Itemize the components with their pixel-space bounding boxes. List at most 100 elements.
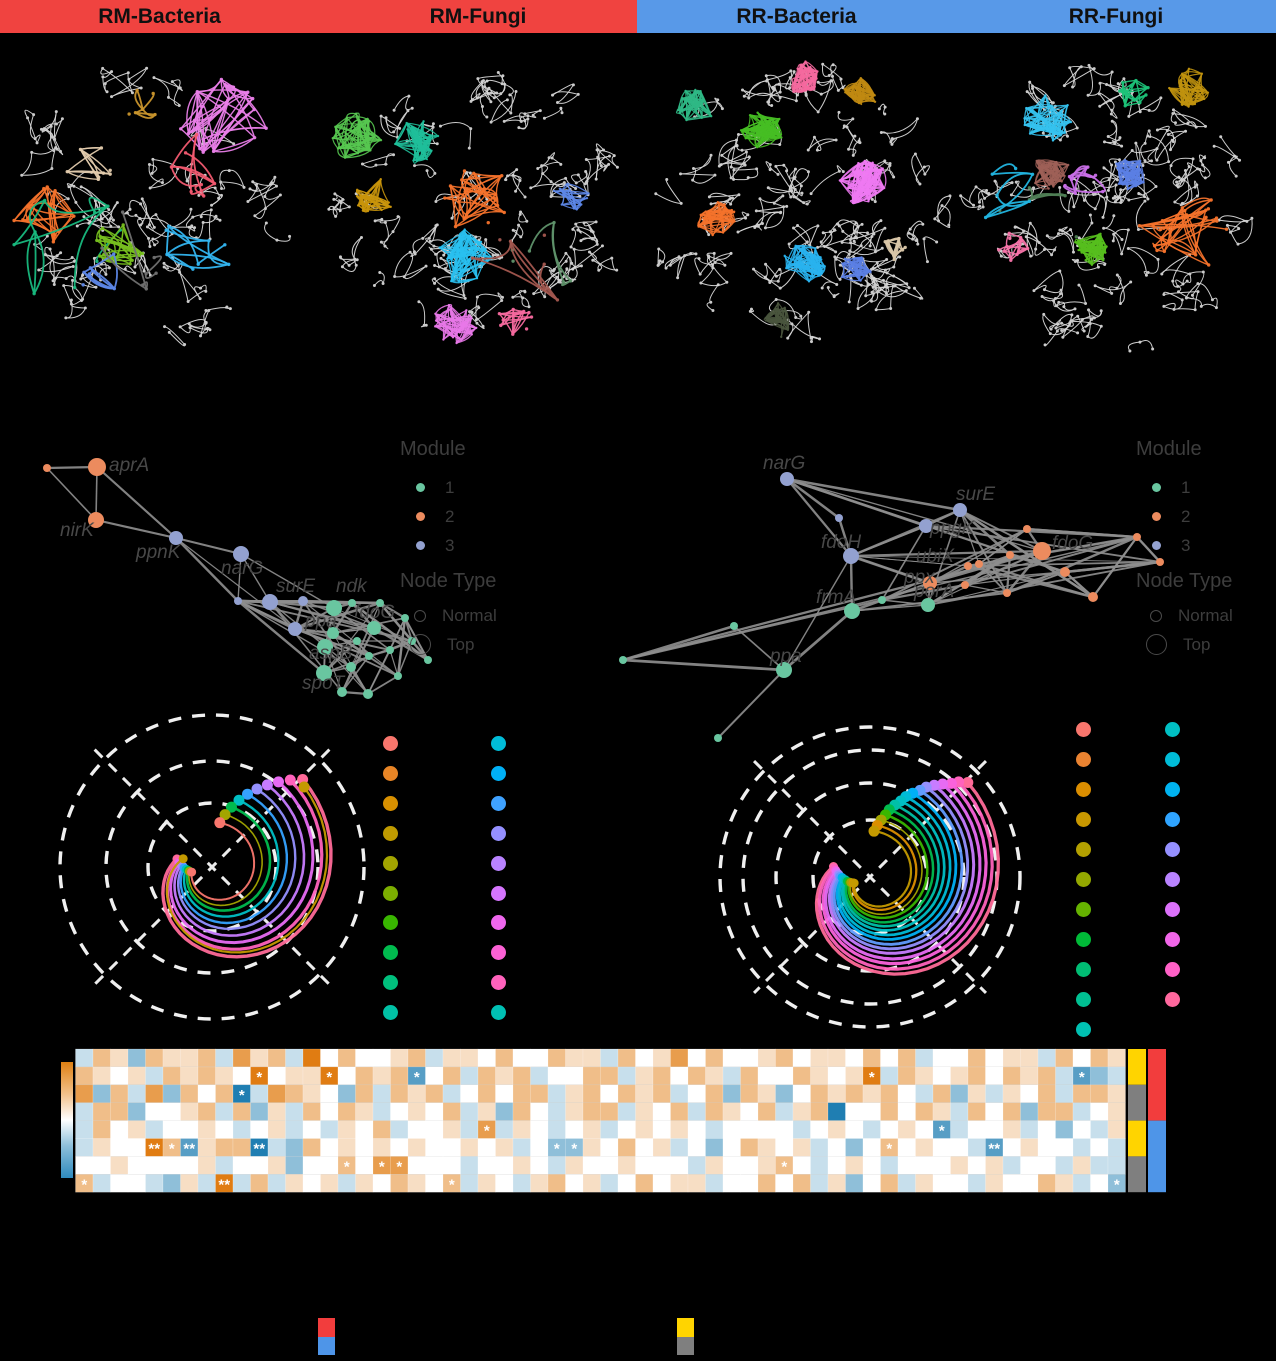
cluster-node [856,200,859,204]
motif-edge [328,206,350,211]
motif-node [1119,188,1123,192]
cluster-node [211,149,216,154]
cluster-node [25,216,30,221]
cluster-node [379,177,382,181]
motif-edge [810,170,840,194]
cluster-node [447,303,451,307]
cluster-node [857,82,860,85]
motif-edge [381,222,389,243]
motif-edge [1064,68,1095,87]
motif-node [740,148,744,152]
cluster-node [141,107,145,112]
cluster-node [800,63,803,66]
cluster-node [1179,78,1182,82]
cluster-edge [32,205,60,233]
cluster-node [1203,97,1206,101]
cluster-node [779,133,783,136]
motif-node [564,259,568,263]
cluster-edge [448,304,473,335]
cluster-node [252,135,257,140]
cluster-node [572,207,576,210]
motif-node [809,192,813,196]
gene-node[interactable] [288,622,302,636]
cluster-node [699,90,702,93]
motif-edge [187,289,207,302]
cluster-node [470,316,473,320]
gene-node[interactable] [234,597,242,605]
motif-node [884,284,888,288]
cluster-node [201,150,205,154]
cluster-node [865,192,868,195]
motif-node [1114,183,1118,187]
motif-node [747,96,751,100]
cluster-node [81,283,85,287]
motif-node [186,299,190,303]
motif-edge [171,81,183,92]
cluster-node [12,218,16,223]
motif-node [153,243,157,247]
motif-node [587,250,591,254]
motif-node [218,218,222,222]
cluster-node [1139,179,1142,182]
gene-node[interactable] [88,458,106,476]
cluster-node [854,82,858,85]
cluster-node [454,269,458,272]
cluster-node [1098,248,1101,251]
cluster-edge [337,117,348,149]
gene-node[interactable] [43,464,51,472]
motif-node [892,175,896,179]
motif-node [594,177,598,181]
cluster-edge [567,183,589,194]
cluster-node [189,189,193,194]
motif-node [1058,228,1062,232]
motif-node [709,153,713,157]
motif-node [1103,262,1107,266]
gene-node[interactable] [298,596,308,606]
cluster-node [179,127,183,131]
motif-node [770,104,774,108]
cluster-node [782,320,785,323]
motif-node [219,180,223,184]
motif-edge [533,271,561,294]
motif-node [778,267,782,271]
cluster-node [774,315,778,319]
motif-node [572,247,576,251]
motif-node [70,183,74,187]
motif-node [1030,84,1034,88]
motif-node [1087,308,1091,312]
motif-node [993,179,997,183]
motif-edge [503,115,526,122]
motif-node [150,171,154,175]
cluster-edge [188,98,230,135]
cluster-edge [406,122,432,152]
motif-node [610,256,614,260]
motif-node [873,200,877,204]
motif-node [1156,257,1160,261]
cluster-node [493,192,498,197]
gene-node[interactable] [367,621,381,635]
motif-node [859,244,863,248]
cluster-edge [185,152,216,184]
motif-edge [565,256,573,264]
motif-node [1048,332,1052,336]
motif-node [574,186,578,190]
motif-edge [807,137,815,151]
cluster-edge [346,117,371,151]
cluster-node [804,60,807,63]
cluster-edge [189,134,198,192]
motif-node [380,217,384,221]
motif-edge [44,254,75,265]
motif-node [1024,235,1028,239]
motif-node [1066,190,1070,194]
cluster-edge [142,92,155,110]
motif-node [1119,198,1123,202]
cluster-node [1197,84,1200,87]
motif-node [232,142,236,146]
motif-node [109,224,113,228]
motif-node [101,66,105,70]
cluster-node [1101,189,1105,194]
motif-node [162,261,166,265]
motif-edge [429,239,449,248]
motif-node [1146,134,1150,138]
